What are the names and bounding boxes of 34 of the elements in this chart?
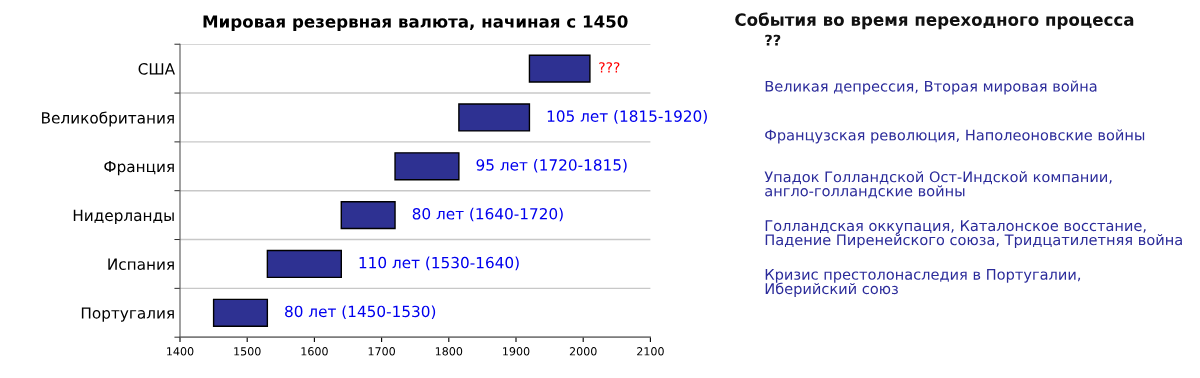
x-tick-label: 1600 (301, 347, 328, 356)
x-tick-label: 2100 (637, 347, 664, 356)
x-tick-label: 1400 (167, 347, 194, 356)
x-tick-label: 1800 (435, 347, 463, 356)
text: Упадок Голландской Ост-Индской компании, англо-голландские войны (764, 171, 1112, 199)
y-tick-label: Франция (104, 160, 174, 176)
y-tick-label: Испания (108, 258, 174, 270)
data-label: 80 лет (1450-1530) (285, 305, 436, 319)
bar (340, 200, 396, 230)
bar (266, 249, 342, 279)
data-label: 80 лет (1640-1720) (412, 207, 563, 222)
text: События во время переходного процесса (735, 12, 1134, 30)
bar (394, 152, 460, 181)
text: Великая депрессия, Вторая мировая война (765, 80, 1097, 95)
x-tick-label: 1700 (368, 347, 395, 356)
y-tick-label: Португалия (81, 307, 174, 322)
text: Кризис престолонаследия в Португалии, Иберийский союз (765, 269, 1081, 298)
annotation: ??? (599, 62, 620, 73)
x-tick-label: 1500 (234, 347, 261, 356)
data-label: 95 лет (1720-1815) (476, 158, 627, 173)
bar (458, 103, 531, 132)
text: Французская революция, Наполеоновские войны (765, 129, 1145, 144)
text: ?? (765, 34, 781, 46)
bar (528, 54, 591, 83)
bar (212, 298, 269, 327)
y-tick-label: Великобритания (42, 111, 174, 127)
text: Голландская оккупация, Каталонское восстание, Падение Пиренейского союза, Тридцатилетняя война (765, 220, 1182, 249)
data-label: 105 лет (1815-1920) (547, 110, 707, 124)
chart-title: Мировая резервная валюта, начиная с 1450 (203, 15, 628, 32)
x-tick-label: 1900 (503, 347, 530, 356)
data-label: 110 лет (1530-1640) (359, 256, 519, 271)
y-tick-label: Нидерланды (73, 209, 174, 225)
y-tick-label: США (138, 63, 176, 75)
x-tick-label: 2000 (569, 347, 597, 356)
